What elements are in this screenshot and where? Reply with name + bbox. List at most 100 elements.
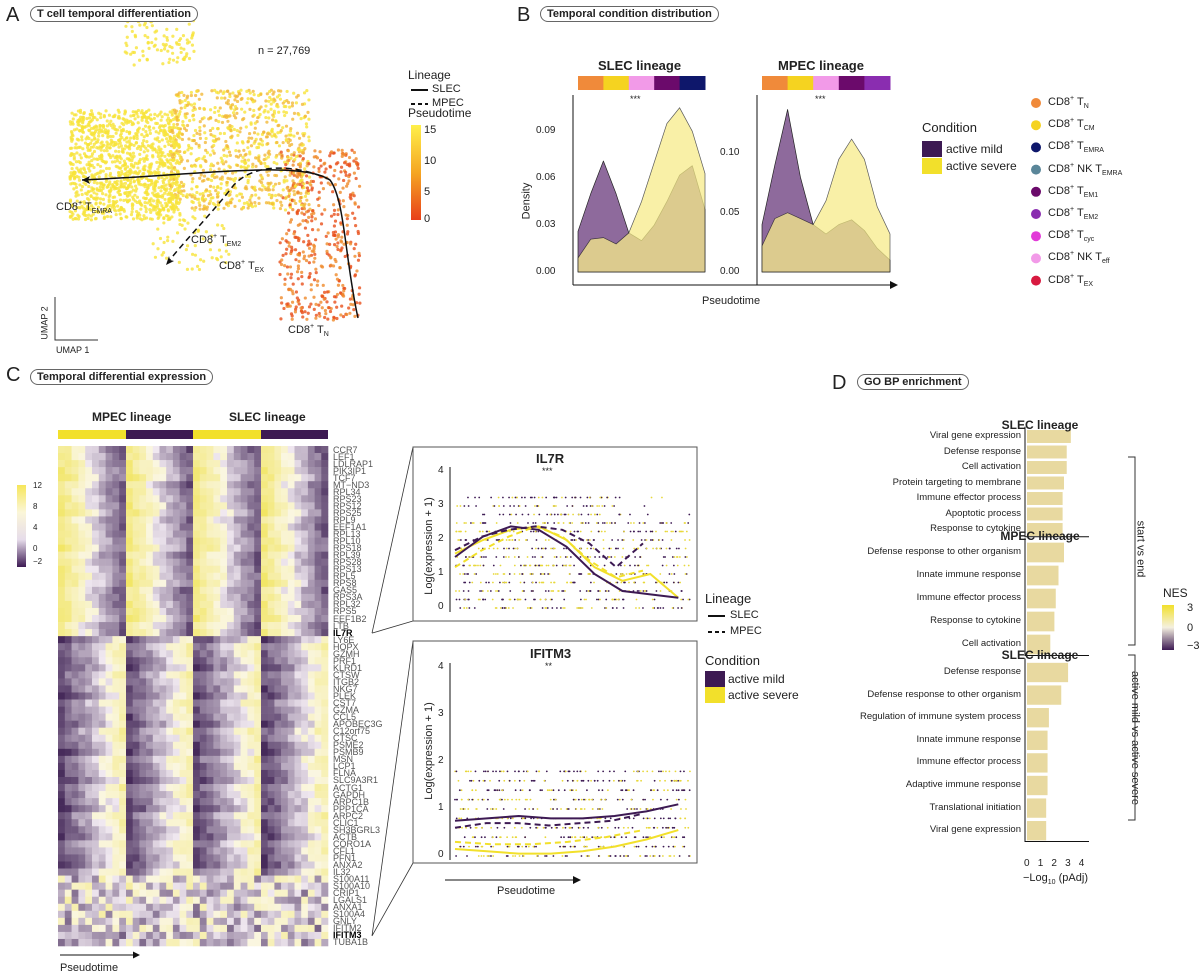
heatmap-cell	[112, 643, 120, 651]
umap-point	[111, 144, 116, 148]
umap-point	[252, 93, 256, 97]
umap-point	[252, 108, 256, 113]
heatmap-cell	[92, 671, 100, 679]
heatmap-cell	[146, 833, 154, 841]
umap-point	[117, 145, 121, 149]
heatmap-cell	[274, 826, 282, 834]
heatmap-cell	[119, 481, 127, 489]
umap-point	[168, 183, 172, 188]
heatmap-cell	[58, 805, 66, 813]
heatmap-cell	[274, 650, 282, 658]
umap-point	[309, 288, 313, 292]
umap-point	[141, 49, 145, 53]
umap-point	[201, 191, 205, 196]
umap-point	[223, 171, 228, 175]
heatmap-cell	[307, 847, 315, 855]
heatmap-cell	[152, 776, 160, 785]
umap-point	[169, 150, 173, 154]
heatmap-cell	[261, 699, 268, 707]
umap-point	[325, 300, 329, 304]
umap-point	[299, 306, 303, 310]
heatmap-cell	[112, 741, 120, 750]
heatmap-cell	[301, 586, 309, 595]
heatmap-cell	[199, 544, 207, 552]
umap-point	[117, 110, 121, 114]
heatmap-cell	[64, 579, 72, 588]
celltype-legend-dot	[1031, 275, 1041, 286]
umap-point	[280, 301, 284, 305]
umap-point	[163, 163, 167, 167]
heatmap-cell	[78, 791, 86, 799]
umap-point	[260, 143, 265, 147]
umap-point	[305, 220, 310, 224]
heatmap-cell	[193, 481, 201, 489]
heatmap-cell	[199, 579, 207, 588]
heatmap-cell	[301, 615, 309, 623]
heatmap-cell	[179, 713, 187, 721]
heatmap-cell	[247, 713, 255, 721]
umap-point	[269, 102, 273, 106]
umap-point	[297, 148, 301, 152]
heatmap-cell	[186, 713, 194, 721]
umap-point	[80, 130, 85, 134]
heatmap-cell	[58, 615, 66, 623]
heatmap-cell	[139, 833, 147, 841]
umap-point	[300, 102, 305, 106]
heatmap-cell	[193, 791, 201, 799]
umap-point	[269, 107, 273, 111]
heatmap-cell	[307, 636, 315, 644]
umap-point	[354, 224, 358, 228]
heatmap-cell	[247, 607, 255, 616]
celltype-legend-dot	[1031, 142, 1041, 153]
heatmap-cell	[159, 713, 167, 721]
heatmap-cell	[240, 629, 248, 637]
heatmap-cell	[321, 734, 329, 743]
umap-point	[101, 134, 105, 138]
umap-point	[178, 185, 182, 190]
heatmap-cell	[166, 657, 174, 665]
umap-point	[211, 126, 215, 131]
heatmap-cell	[233, 488, 241, 496]
heatmap-cell	[199, 678, 207, 686]
heatmap-cell	[172, 741, 180, 750]
heatmap-cell	[132, 755, 140, 764]
umap-point	[295, 296, 299, 300]
heatmap-cell	[98, 502, 106, 510]
umap-point	[121, 150, 125, 154]
umap-point	[119, 131, 123, 136]
heatmap-cell	[294, 798, 302, 806]
umap-point	[111, 126, 115, 130]
heatmap-cell	[213, 833, 221, 841]
heatmap-cell	[206, 706, 214, 714]
heatmap-cell	[247, 460, 255, 468]
umap-point	[239, 126, 243, 130]
heatmap-cell	[247, 671, 255, 679]
heatmap-cell	[78, 798, 86, 806]
heatmap-cell	[314, 488, 322, 496]
heatmap-cell	[307, 629, 315, 637]
umap-point	[328, 165, 333, 169]
heatmap-cell	[261, 741, 268, 750]
umap-point	[270, 127, 274, 131]
heatmap-cell	[233, 474, 241, 482]
umap-point	[332, 243, 337, 247]
heatmap-cell	[146, 488, 154, 496]
heatmap-cell	[274, 685, 282, 693]
umap-point	[280, 258, 284, 262]
umap-point	[143, 185, 147, 189]
heatmap-cell	[213, 453, 221, 461]
heatmap-cell	[247, 706, 255, 714]
heatmap-cell	[172, 769, 180, 778]
heatmap-cell	[307, 530, 315, 538]
heatmap-cell	[166, 650, 174, 658]
heatmap-cell	[261, 629, 268, 637]
umap-point	[343, 254, 347, 259]
heatmap-cell	[287, 572, 295, 581]
heatmap-cell	[98, 720, 106, 728]
umap-point	[290, 101, 295, 105]
heatmap-cell	[152, 572, 160, 581]
heatmap-cell	[172, 622, 180, 630]
heatmap-cell	[321, 762, 329, 771]
heatmap-cell	[287, 657, 295, 665]
heatmap-cell	[206, 805, 214, 813]
